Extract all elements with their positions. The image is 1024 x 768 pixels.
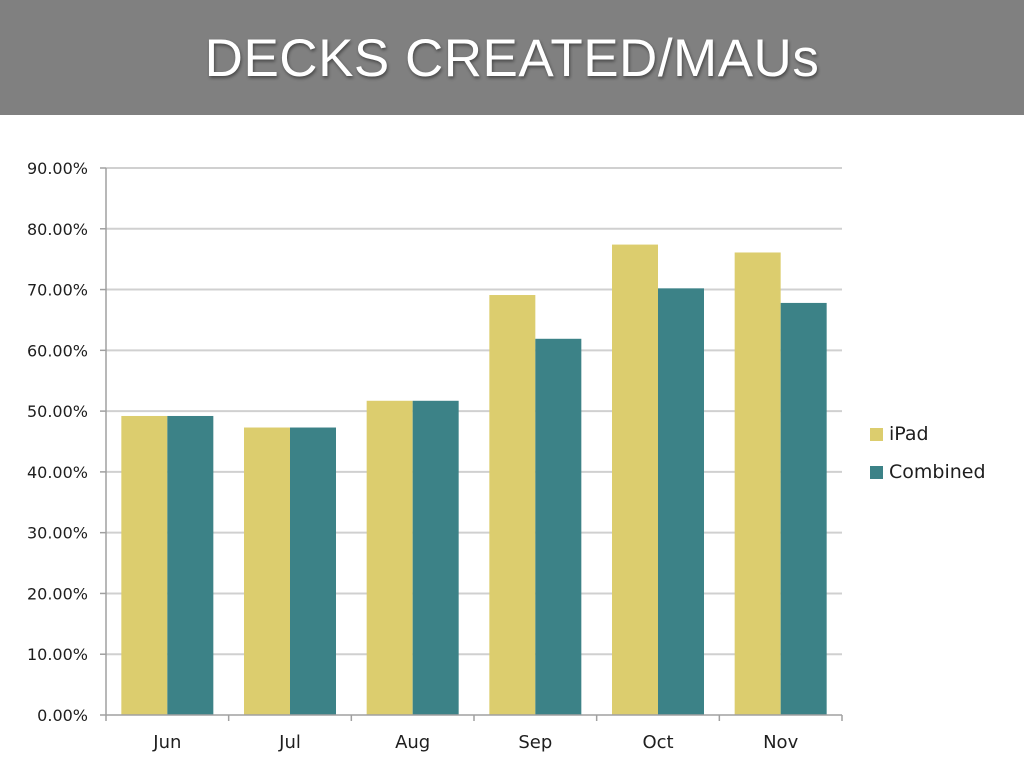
bar-combined-jul xyxy=(290,427,336,715)
legend-swatch-ipad xyxy=(870,428,883,441)
y-axis: 0.00% 10.00% 20.00% 30.00% 40.00% 50.00% 60.00… xyxy=(27,159,107,725)
bar-combined-oct xyxy=(658,288,704,715)
bar-ipad-nov xyxy=(734,252,781,715)
bar-combined-sep xyxy=(535,338,582,715)
y-tick-label: 90.00% xyxy=(27,159,88,178)
x-tick-label: Jun xyxy=(152,732,181,753)
legend-label-ipad: iPad xyxy=(889,423,929,445)
legend-label-combined: Combined xyxy=(889,461,986,483)
x-tick-label: Nov xyxy=(763,732,798,753)
bar-ipad-sep xyxy=(489,295,536,715)
legend: iPad Combined xyxy=(870,423,986,483)
bar-combined-jun xyxy=(167,415,214,715)
slide-title: DECKS CREATED/MAUs xyxy=(204,29,820,88)
y-tick-label: 30.00% xyxy=(27,524,88,543)
gridlines xyxy=(106,167,842,656)
bars xyxy=(121,244,827,715)
y-tick-label: 70.00% xyxy=(27,281,88,300)
bar-ipad-jul xyxy=(244,427,290,715)
y-tick-label: 60.00% xyxy=(27,341,88,360)
y-tick-label: 20.00% xyxy=(27,584,88,603)
bar-ipad-aug xyxy=(366,400,413,715)
bar-combined-nov xyxy=(780,302,827,715)
x-tick-label: Sep xyxy=(518,732,552,753)
bar-combined-aug xyxy=(412,400,459,715)
bar-ipad-oct xyxy=(612,244,658,715)
y-tick-label: 50.00% xyxy=(27,402,88,421)
bar-ipad-jun xyxy=(121,415,168,715)
x-axis: Jun Jul Aug Sep Oct Nov xyxy=(105,714,843,753)
title-bar: DECKS CREATED/MAUs xyxy=(0,0,1024,115)
x-tick-label: Aug xyxy=(395,732,430,753)
x-tick-label: Jul xyxy=(278,732,301,753)
y-tick-label: 10.00% xyxy=(27,645,88,664)
x-tick-label: Oct xyxy=(642,732,673,753)
y-tick-label: 40.00% xyxy=(27,463,88,482)
y-tick-label: 80.00% xyxy=(27,220,88,239)
legend-swatch-combined xyxy=(870,466,883,479)
y-tick-label: 0.00% xyxy=(37,706,88,725)
